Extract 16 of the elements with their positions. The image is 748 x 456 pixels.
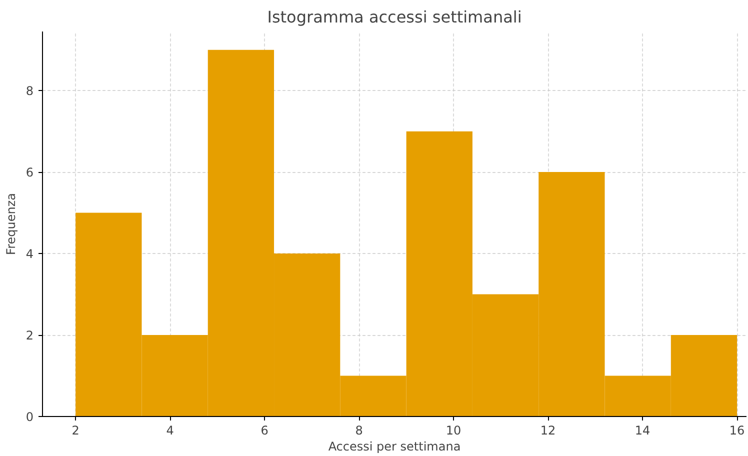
y-tick-label: 6 — [26, 166, 34, 180]
x-tick-label: 10 — [446, 424, 462, 438]
y-tick-label: 8 — [26, 84, 34, 98]
x-tick-label: 12 — [540, 424, 556, 438]
x-tick-label: 6 — [260, 424, 268, 438]
y-tick-label: 2 — [26, 328, 34, 343]
x-tick-label: 14 — [634, 424, 650, 438]
x-axis-title: Accessi per settimana — [328, 440, 461, 454]
x-tick-label: 2 — [72, 424, 80, 438]
x-tick-label: 8 — [355, 424, 363, 438]
y-tick-label: 4 — [26, 247, 34, 262]
chart-title: Istogramma accessi settimanali — [267, 8, 522, 26]
x-tick-label: 16 — [729, 424, 745, 438]
y-tick-label: 0 — [26, 410, 34, 424]
y-axis-title: Frequenza — [4, 193, 18, 255]
x-tick-label: 4 — [166, 424, 174, 438]
